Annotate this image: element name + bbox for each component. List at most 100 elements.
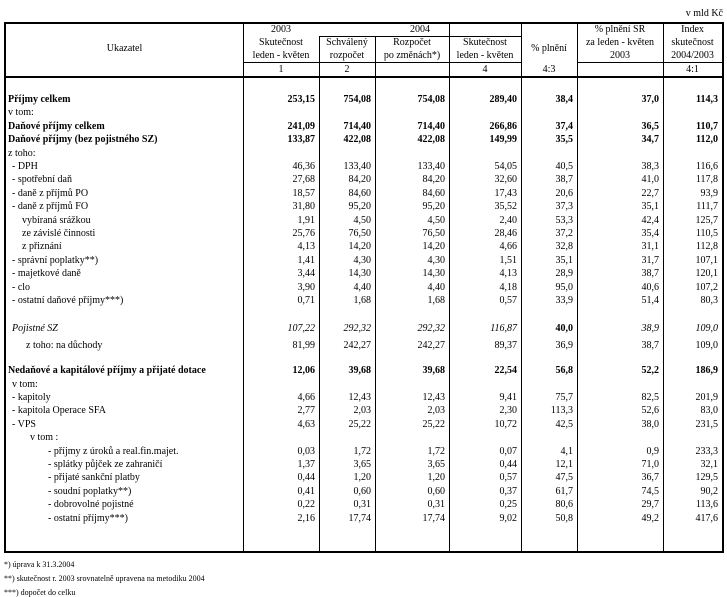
header-col7: Index skutečnost 2004/2003 [663, 23, 722, 62]
table-cell: 292,32 [417, 323, 446, 335]
table-cell: 10,72 [494, 418, 518, 430]
table-cell: 93,9 [700, 187, 719, 199]
table-cell: 133,87 [287, 134, 316, 146]
footnote-1: *) úprava k 31.3.2004 [4, 560, 75, 569]
table-cell: 39,68 [422, 365, 446, 377]
row-label: v tom: [8, 107, 34, 119]
table-cell: 2,16 [297, 512, 316, 524]
table-cell: 0,71 [297, 295, 316, 306]
table-cell: 51,4 [641, 295, 660, 306]
table-cell: 0,31 [353, 499, 372, 511]
table-cell: 12,43 [422, 392, 446, 403]
table-cell: 129,5 [695, 472, 719, 484]
table-cell: 0,22 [297, 499, 316, 511]
column-divider [375, 36, 376, 551]
table-cell: 4,18 [499, 281, 518, 293]
table-cell: 14,20 [422, 241, 446, 253]
table-cell: 35,52 [494, 201, 518, 213]
row-label: - VPS [12, 418, 36, 430]
table-row: - spotřební daň 27,68 84,20 84,20 32,60 38,7 4… [6, 173, 722, 186]
table-cell: 292,32 [343, 323, 372, 335]
table-cell: 52,6 [641, 405, 660, 417]
table-cell: 0,9 [646, 445, 660, 457]
table-cell: 1,68 [353, 295, 372, 306]
table-cell: 36,9 [555, 339, 574, 351]
table-cell: 74,5 [641, 485, 660, 497]
table-cell: 4,66 [297, 392, 316, 403]
header-col6-line2: za leden - květen [585, 37, 655, 48]
table-row: - splátky půjček ze zahraničí 1,37 3,65 3,6… [6, 458, 722, 471]
table-row: - majetkové daně 3,44 14,30 14,30 4,13 28,9 38… [6, 267, 722, 280]
table-frame [4, 22, 724, 553]
table-cell: 95,0 [555, 281, 574, 293]
table-cell: 38,7 [555, 174, 574, 186]
table-cell: 38,9 [641, 323, 660, 335]
table-cell: 35,1 [555, 254, 574, 266]
table-cell: 36,7 [641, 472, 660, 484]
table-row: - daně z příjmů FO 31,80 95,20 95,20 35,52 37… [6, 200, 722, 213]
table-cell: 50,8 [555, 512, 574, 524]
table-cell: 22,54 [494, 365, 518, 377]
unit-label: v mld Kč [685, 8, 723, 19]
table-row: v tom: [6, 378, 722, 391]
table-cell: 37,4 [555, 120, 574, 132]
table-row: v tom : [6, 431, 722, 444]
table-cell: 89,37 [494, 339, 518, 351]
table-cell: 186,9 [695, 365, 719, 377]
table-cell: 242,27 [417, 339, 446, 351]
table-cell: 84,20 [422, 174, 446, 186]
row-label: Nedaňové a kapitálové příjmy a přijaté d… [8, 365, 206, 377]
table-cell: 40,6 [641, 281, 660, 293]
table-cell: 111,7 [696, 201, 718, 213]
table-cell: 4,40 [427, 281, 446, 293]
column-divider [449, 22, 450, 551]
table-cell: 0,57 [499, 295, 518, 306]
table-cell: 1,72 [353, 445, 372, 457]
table-cell: 0,44 [499, 459, 518, 470]
table-cell: 38,4 [555, 94, 574, 105]
row-label: - clo [12, 281, 31, 293]
table-cell: 17,43 [494, 187, 518, 199]
table-row: - soudní poplatky**) 0,41 0,60 0,60 0,37 61,7… [6, 485, 722, 498]
header-col7-line1: Index [681, 24, 704, 35]
table-row: Daňové příjmy (bez pojistného SZ) 133,87 4… [6, 133, 722, 146]
table-row: - přijaté sankční platby 0,44 1,20 1,20 0,57… [6, 471, 722, 484]
table-cell: 0,37 [499, 485, 518, 497]
table-row: - VPS 4,63 25,22 25,22 10,72 42,5 38,0 231,5 [6, 418, 722, 431]
header-col6-line3: 2003 [610, 50, 630, 61]
table-cell: 241,09 [287, 120, 316, 132]
table-cell: 52,2 [641, 365, 660, 377]
table-cell: 233,3 [695, 445, 719, 457]
row-label: z přiznání [22, 241, 62, 253]
table-cell: 113,3 [550, 405, 573, 417]
table-cell: 25,22 [422, 418, 446, 430]
row-label: - daně z příjmů PO [12, 187, 89, 199]
table-cell: 9,41 [499, 392, 518, 403]
table-cell: 80,3 [700, 295, 719, 306]
row-label: - daně z příjmů FO [12, 201, 89, 213]
table-cell: 0,41 [297, 485, 316, 497]
table-cell: 4,30 [427, 254, 446, 266]
header-bottom-border [6, 76, 722, 78]
table-cell: 28,9 [555, 268, 574, 280]
table-cell: 40,5 [555, 161, 574, 172]
table-cell: 9,02 [499, 512, 518, 524]
table-cell: 107,22 [287, 323, 316, 335]
table-cell: 39,68 [348, 365, 372, 377]
table-cell: 714,40 [417, 120, 446, 132]
table-cell: 84,60 [422, 187, 446, 199]
header-year-2004: 2004 [410, 24, 430, 35]
table-cell: 112,0 [696, 134, 718, 146]
table-cell: 714,40 [343, 120, 372, 132]
table-cell: 116,6 [695, 161, 718, 172]
header-col6-line1: % plnění SR [594, 24, 646, 35]
table-cell: 1,41 [297, 254, 316, 266]
table-cell: 201,9 [695, 392, 719, 403]
table-cell: 14,20 [348, 241, 372, 253]
table-cell: 41,0 [641, 174, 660, 186]
header-col1: Skutečnost leden - květen [243, 36, 319, 62]
column-number: 4:3 [542, 64, 556, 75]
table-cell: 95,20 [348, 201, 372, 213]
table-row: - dobrovolné pojistné 0,22 0,31 0,31 0,25 80,… [6, 498, 722, 511]
header-col3-line1: Rozpočet [393, 37, 431, 48]
